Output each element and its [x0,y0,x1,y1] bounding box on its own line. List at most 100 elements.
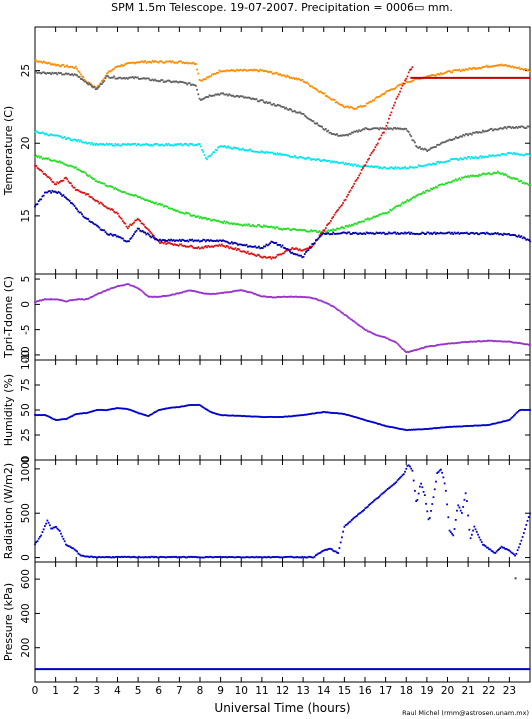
data-point [436,344,439,346]
data-point [341,232,343,234]
data-point [115,66,118,68]
data-point [420,232,422,235]
data-point [185,61,187,64]
data-point [305,251,307,253]
data-point [380,423,383,426]
data-point [217,245,220,247]
data-point [138,143,140,146]
data-point [301,296,304,298]
data-point [435,146,437,148]
data-point [192,214,195,217]
data-point [349,189,352,192]
data-point [341,536,343,539]
data-point [327,411,330,414]
data-point [366,232,369,234]
data-point [185,240,187,242]
data-point [348,317,351,319]
data-point [397,204,400,207]
data-point [459,70,462,73]
data-point [204,245,207,247]
data-point [402,232,405,235]
data-point [343,413,346,415]
data-point [255,555,258,558]
data-point [384,424,387,427]
data-point [124,77,127,80]
data-point [284,153,286,156]
data-point [208,292,211,295]
data-point [120,77,123,80]
data-point [297,77,300,80]
data-point [243,244,246,246]
data-point [233,290,236,293]
data-point [180,291,182,294]
data-point [159,80,161,83]
data-point [441,343,444,346]
data-point [438,162,441,164]
data-point [392,104,395,107]
data-point [302,414,305,416]
data-point [302,156,305,159]
data-point [225,240,228,243]
data-point [164,295,166,297]
data-point [91,555,93,558]
data-point [515,235,518,238]
data-point [135,61,138,64]
data-point [430,345,432,347]
data-point [347,231,349,234]
data-point [359,130,362,133]
data-point [427,75,430,77]
data-point [495,232,498,235]
data-point [140,60,143,63]
data-point [520,179,523,182]
data-point [146,61,149,64]
data-point [240,95,243,98]
data-point [246,69,249,72]
data-point [345,523,348,526]
data-point [375,334,378,337]
data-point [97,200,100,203]
data-point [290,295,293,298]
data-point [392,127,395,130]
data-point [410,350,413,352]
data-point [246,291,249,294]
data-point [77,189,80,192]
data-point [138,412,140,415]
data-point [108,185,111,188]
data-point [82,412,85,415]
data-point [235,94,238,97]
data-point [499,340,502,343]
data-point [105,72,108,75]
data-point [218,93,221,96]
data-point [411,66,414,69]
data-point [60,161,62,164]
data-point [228,242,231,245]
data-point [124,222,127,225]
data-point [227,291,229,294]
data-point [329,233,332,236]
data-point [347,162,349,165]
data-point [193,247,196,249]
data-point [178,556,181,558]
data-point [465,157,468,160]
data-point [243,148,246,151]
data-point [234,95,237,98]
data-point [37,537,40,540]
data-point [67,416,70,419]
data-point [69,546,72,549]
data-point [368,165,371,168]
data-point [157,409,160,411]
data-point [50,178,52,181]
data-point [409,350,411,353]
data-point [349,318,352,321]
data-point [62,299,65,302]
data-point [258,70,260,73]
data-point [490,423,493,426]
data-point [300,556,302,559]
data-point [355,165,358,168]
data-point [285,248,288,250]
data-point [92,410,95,413]
data-point [267,151,270,154]
data-point [426,75,429,78]
data-point [79,211,82,214]
data-point [191,83,194,86]
